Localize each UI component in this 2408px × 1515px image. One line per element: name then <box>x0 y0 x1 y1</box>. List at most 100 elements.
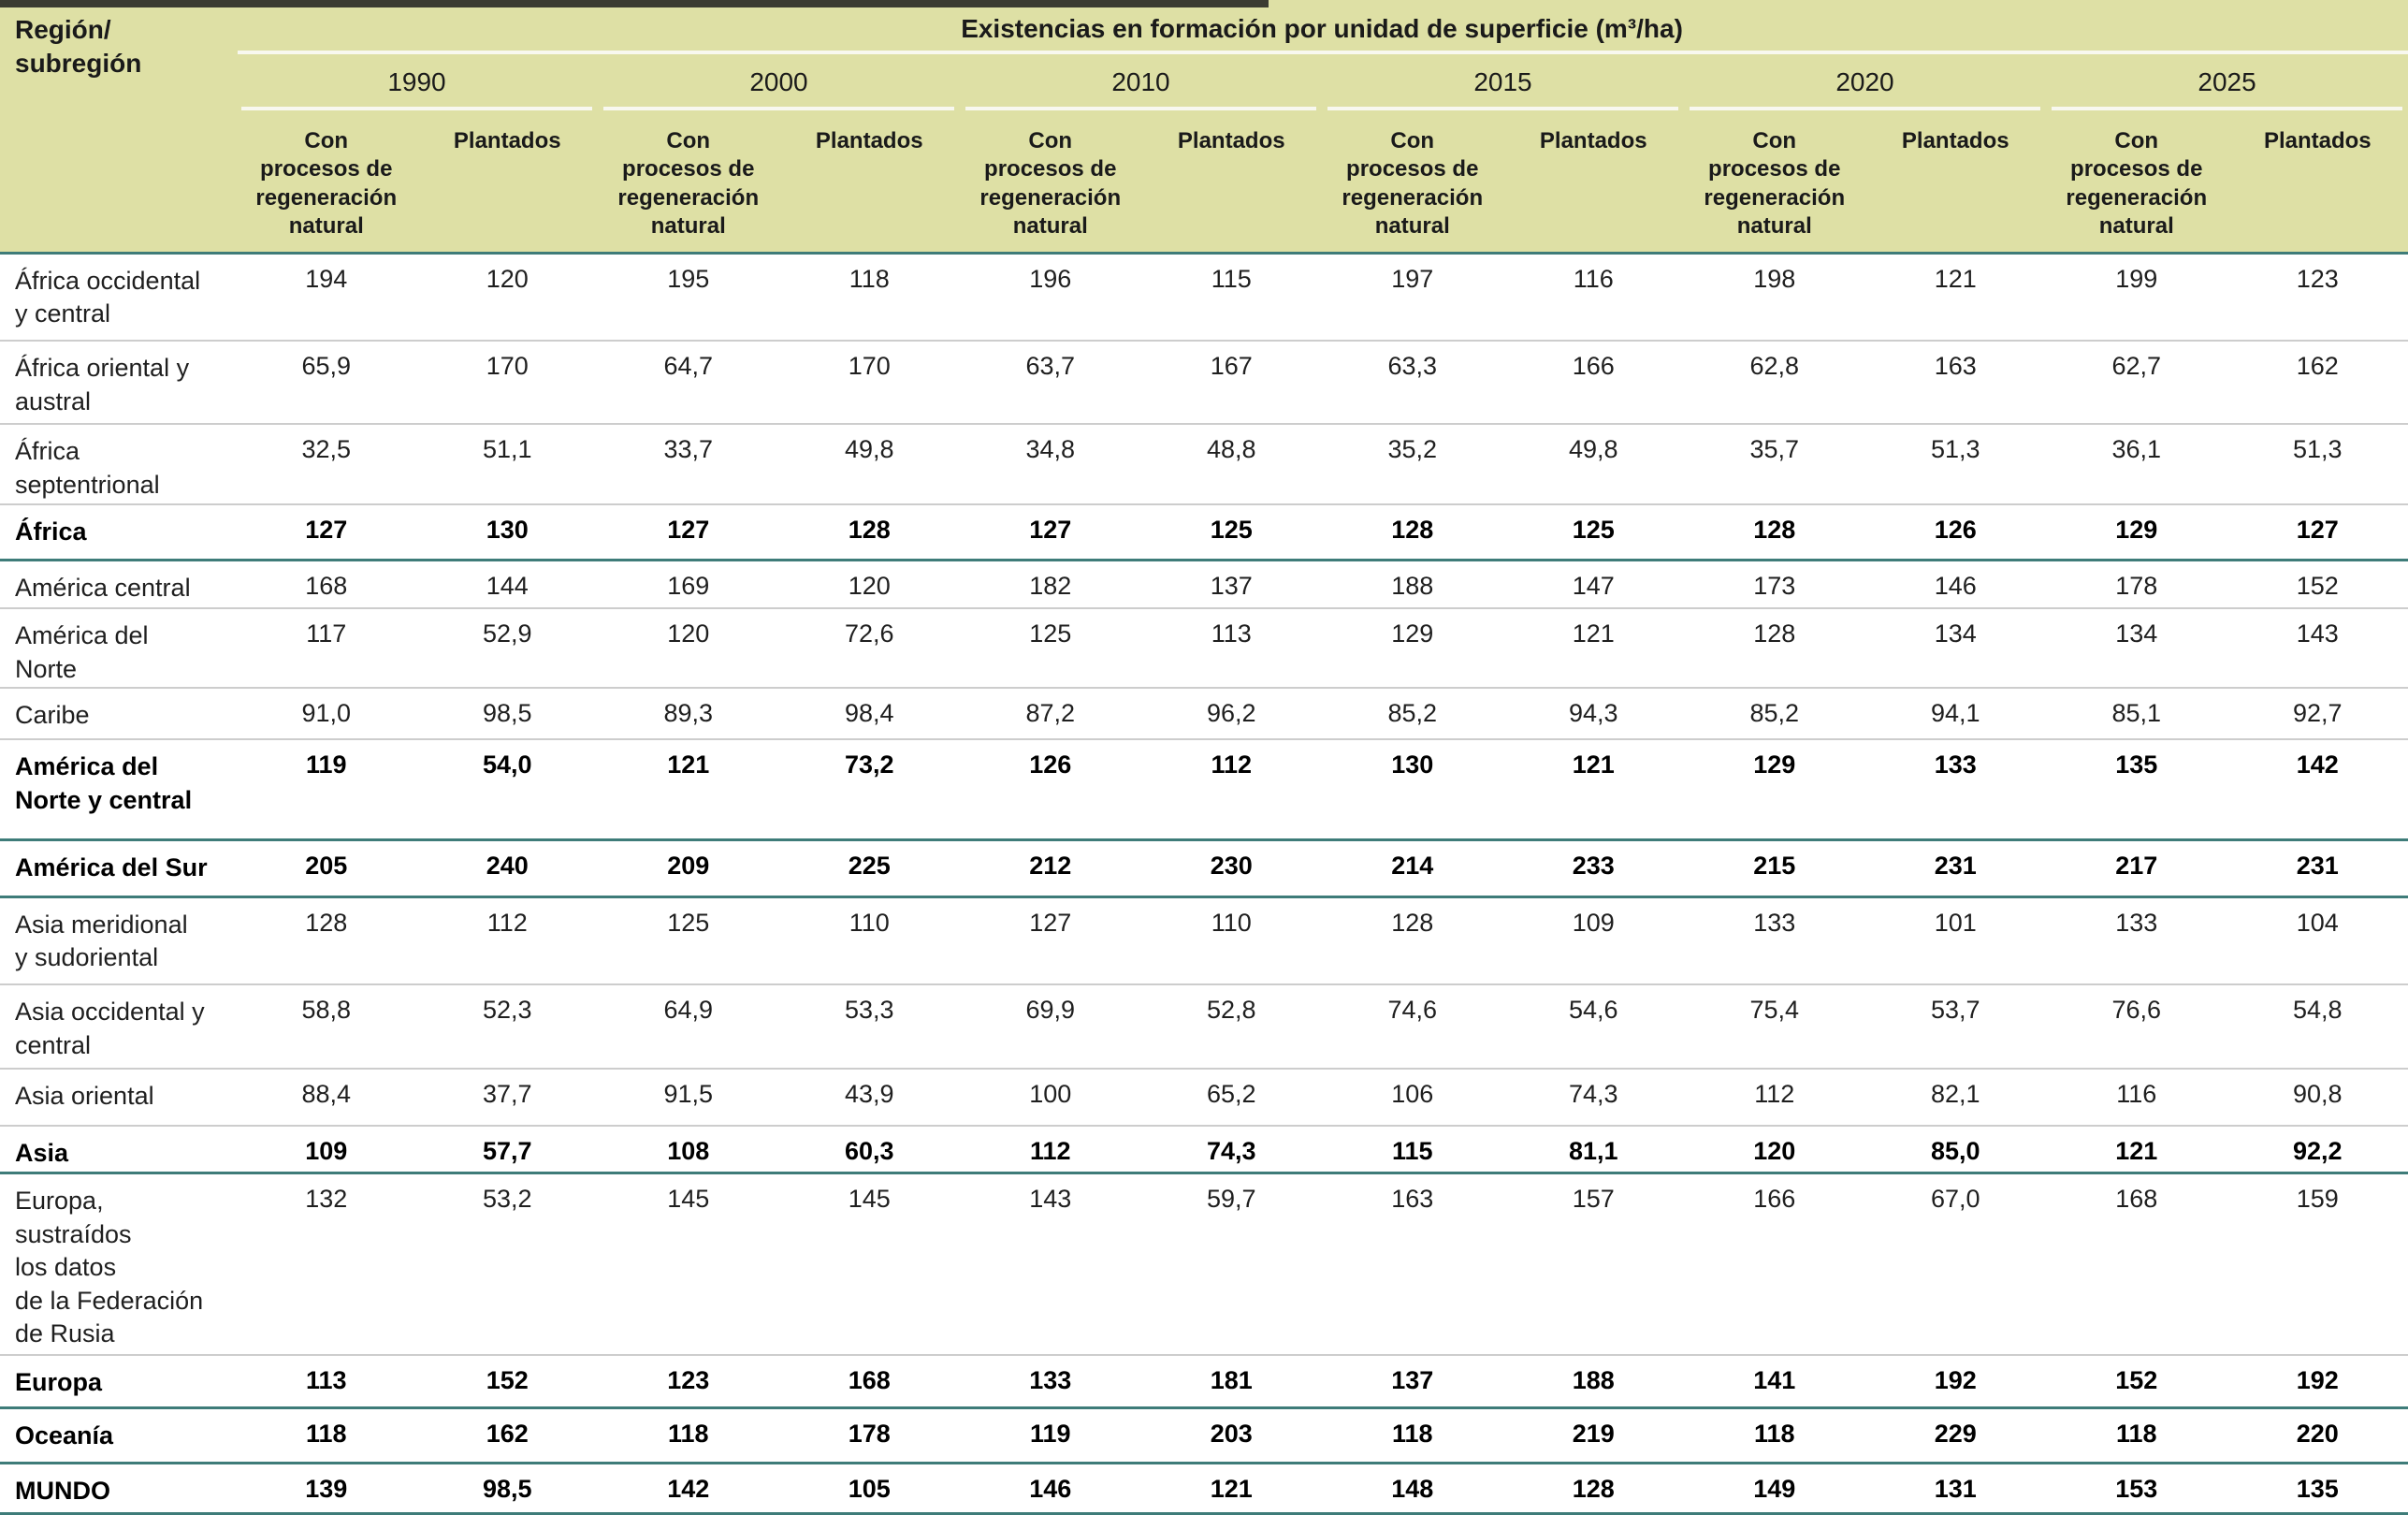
value-cell: 121 <box>598 739 779 839</box>
value-cell: 128 <box>1322 504 1503 560</box>
value-cell: 85,0 <box>1865 1126 2047 1173</box>
value-cell: 127 <box>960 896 1141 984</box>
value-cell: 72,6 <box>779 608 961 688</box>
year-header-2015: 2015 <box>1322 54 1684 110</box>
region-label-cell: Caribe <box>0 688 236 739</box>
value-cell: 75,4 <box>1684 984 1865 1069</box>
value-cell: 120 <box>1684 1126 1865 1173</box>
value-cell: 128 <box>1684 504 1865 560</box>
value-cell: 54,8 <box>2227 984 2408 1069</box>
value-cell: 217 <box>2046 839 2227 896</box>
value-cell: 198 <box>1684 253 1865 341</box>
value-cell: 153 <box>2046 1463 2227 1513</box>
value-cell: 33,7 <box>598 424 779 504</box>
value-cell: 53,3 <box>779 984 961 1069</box>
subheader-planted: Plantados <box>1141 110 1323 253</box>
value-cell: 51,3 <box>1865 424 2047 504</box>
value-cell: 54,6 <box>1503 984 1685 1069</box>
value-cell: 192 <box>2227 1355 2408 1407</box>
value-cell: 121 <box>1503 608 1685 688</box>
value-cell: 101 <box>1865 896 2047 984</box>
value-cell: 126 <box>1865 504 2047 560</box>
value-cell: 118 <box>236 1407 417 1463</box>
value-cell: 115 <box>1322 1126 1503 1173</box>
value-cell: 135 <box>2227 1463 2408 1513</box>
value-cell: 87,2 <box>960 688 1141 739</box>
value-cell: 91,0 <box>236 688 417 739</box>
value-cell: 137 <box>1141 560 1323 608</box>
value-cell: 233 <box>1503 839 1685 896</box>
value-cell: 197 <box>1322 253 1503 341</box>
value-cell: 157 <box>1503 1173 1685 1355</box>
value-cell: 167 <box>1141 341 1323 424</box>
value-cell: 98,5 <box>417 688 599 739</box>
value-cell: 188 <box>1322 560 1503 608</box>
value-cell: 54,0 <box>417 739 599 839</box>
value-cell: 118 <box>2046 1407 2227 1463</box>
subheader-planted: Plantados <box>779 110 961 253</box>
subheader-planted: Plantados <box>417 110 599 253</box>
value-cell: 162 <box>417 1407 599 1463</box>
region-label-cell: África oriental y austral <box>0 341 236 424</box>
value-cell: 51,3 <box>2227 424 2408 504</box>
cropped-caption-bar <box>0 0 1269 7</box>
value-cell: 64,7 <box>598 341 779 424</box>
value-cell: 142 <box>598 1463 779 1513</box>
region-label-cell: Asia meridional y sudoriental <box>0 896 236 984</box>
value-cell: 117 <box>236 608 417 688</box>
value-cell: 142 <box>2227 739 2408 839</box>
value-cell: 130 <box>417 504 599 560</box>
value-cell: 137 <box>1322 1355 1503 1407</box>
value-cell: 119 <box>960 1407 1141 1463</box>
value-cell: 123 <box>598 1355 779 1407</box>
value-cell: 121 <box>1141 1463 1323 1513</box>
value-cell: 121 <box>2046 1126 2227 1173</box>
value-cell: 109 <box>236 1126 417 1173</box>
value-cell: 148 <box>1322 1463 1503 1513</box>
value-cell: 128 <box>1503 1463 1685 1513</box>
value-cell: 131 <box>1865 1463 2047 1513</box>
value-cell: 173 <box>1684 560 1865 608</box>
value-cell: 130 <box>1322 739 1503 839</box>
value-cell: 166 <box>1503 341 1685 424</box>
value-cell: 144 <box>417 560 599 608</box>
value-cell: 149 <box>1684 1463 1865 1513</box>
value-cell: 129 <box>1684 739 1865 839</box>
value-cell: 63,3 <box>1322 341 1503 424</box>
value-cell: 59,7 <box>1141 1173 1323 1355</box>
value-cell: 112 <box>1141 739 1323 839</box>
region-label-cell: Europa, sustraídos los datos de la Feder… <box>0 1173 236 1355</box>
value-cell: 123 <box>2227 253 2408 341</box>
region-label-cell: América del Norte <box>0 608 236 688</box>
value-cell: 169 <box>598 560 779 608</box>
value-cell: 112 <box>1684 1069 1865 1126</box>
value-cell: 146 <box>1865 560 2047 608</box>
table-row: Europa, sustraídos los datos de la Feder… <box>0 1173 2408 1355</box>
year-header-2000: 2000 <box>598 54 960 110</box>
value-cell: 63,7 <box>960 341 1141 424</box>
value-cell: 112 <box>960 1126 1141 1173</box>
value-cell: 128 <box>779 504 961 560</box>
value-cell: 52,3 <box>417 984 599 1069</box>
value-cell: 113 <box>236 1355 417 1407</box>
value-cell: 92,7 <box>2227 688 2408 739</box>
value-cell: 52,9 <box>417 608 599 688</box>
value-cell: 219 <box>1503 1407 1685 1463</box>
value-cell: 118 <box>1322 1407 1503 1463</box>
value-cell: 127 <box>236 504 417 560</box>
value-cell: 113 <box>1141 608 1323 688</box>
header-title-row: Región/ subregión Existencias en formaci… <box>0 0 2408 54</box>
value-cell: 133 <box>1865 739 2047 839</box>
value-cell: 134 <box>2046 608 2227 688</box>
value-cell: 76,6 <box>2046 984 2227 1069</box>
table-title: Existencias en formación por unidad de s… <box>236 0 2408 54</box>
value-cell: 125 <box>960 608 1141 688</box>
